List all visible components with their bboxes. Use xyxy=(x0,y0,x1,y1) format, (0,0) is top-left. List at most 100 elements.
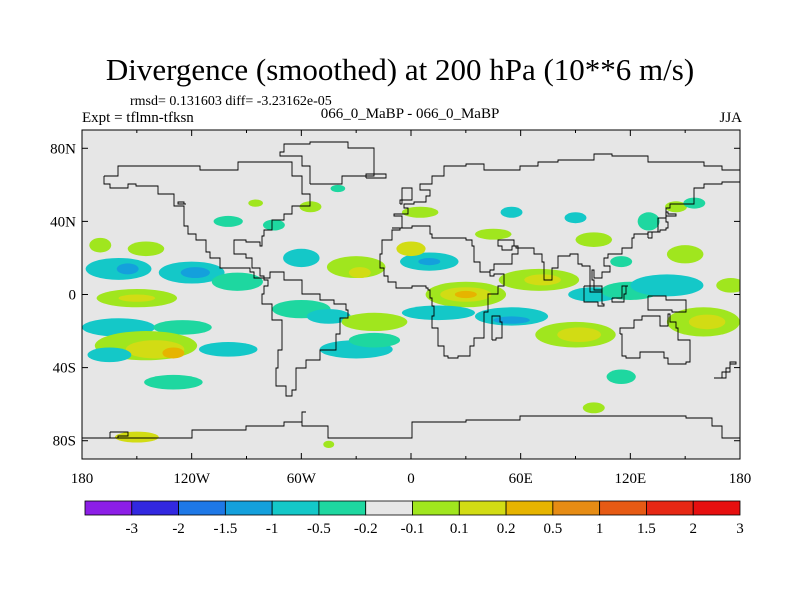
colorbar-label-10: 1 xyxy=(596,521,604,537)
coastline-6 xyxy=(714,361,737,379)
center-string: 066_0_MaBP - 066_0_MaBP xyxy=(320,106,500,122)
field-anomaly-6 xyxy=(127,241,165,257)
field-anomaly-21 xyxy=(283,248,320,268)
y-tick-label-1: 40N xyxy=(50,214,76,230)
field-anomaly-20 xyxy=(299,201,322,213)
field-anomaly-62 xyxy=(323,440,335,449)
field-anomaly-19 xyxy=(262,219,285,231)
field-anomaly-30 xyxy=(418,257,441,266)
colorbar-label-1: -2 xyxy=(172,521,185,537)
colorbar-swatch-12 xyxy=(646,500,694,516)
field-anomaly-2 xyxy=(116,263,139,275)
field-anomaly-41 xyxy=(557,327,602,343)
colorbar-swatch-1 xyxy=(131,500,179,516)
coastline-7 xyxy=(583,285,605,307)
coastline-10 xyxy=(647,211,677,239)
coastline-9 xyxy=(647,295,687,313)
field-anomaly-5 xyxy=(211,272,263,291)
field-anomaly-57 xyxy=(474,228,512,240)
colorbar-swatch-10 xyxy=(552,500,601,516)
field-anomaly-4 xyxy=(180,267,210,279)
colorbar-swatch-4 xyxy=(271,500,320,516)
coastline-15 xyxy=(109,431,129,439)
right-string: JJA xyxy=(719,110,742,126)
x-tick-label-3: 0 xyxy=(407,471,415,487)
field-anomaly-26 xyxy=(341,312,408,332)
colorbar-swatch-7 xyxy=(412,500,460,516)
field-anomaly-13 xyxy=(162,347,185,359)
coastline-8 xyxy=(611,285,628,303)
colorbar-label-0: -3 xyxy=(126,521,139,537)
field-anomaly-50 xyxy=(637,212,660,231)
x-tick-label-6: 180 xyxy=(729,471,752,487)
field-anomaly-47 xyxy=(666,245,704,264)
colorbar-label-7: 0.1 xyxy=(450,521,469,537)
y-tick-label-3: 40S xyxy=(53,361,76,377)
left-string: Expt = tflmn-tfksn xyxy=(82,110,194,126)
field-anomaly-37 xyxy=(493,316,530,324)
field-anomaly-46 xyxy=(688,314,726,330)
colorbar-label-12: 2 xyxy=(689,521,697,537)
field-anomaly-59 xyxy=(401,206,439,218)
field-anomaly-17 xyxy=(114,431,159,443)
field-anomaly-31 xyxy=(396,241,426,257)
field-anomaly-10 xyxy=(153,320,212,335)
colorbar-label-11: 1.5 xyxy=(637,521,656,537)
coastline-4 xyxy=(491,315,503,341)
colorbar-swatch-11 xyxy=(599,500,647,516)
field-anomaly-23 xyxy=(348,267,371,279)
field-anomaly-28 xyxy=(348,332,401,348)
x-tick-label-4: 60E xyxy=(509,471,533,487)
field-anomaly-49 xyxy=(575,232,613,247)
colorbar-swatch-8 xyxy=(458,500,507,516)
field-anomaly-15 xyxy=(198,342,258,357)
coastline-1 xyxy=(279,141,375,185)
x-tick-label-1: 120W xyxy=(173,471,211,487)
field-anomaly-16 xyxy=(144,374,203,390)
colorbar-label-5: -0.2 xyxy=(354,521,378,537)
colorbar-swatch-0 xyxy=(84,500,133,516)
field-anomaly-18 xyxy=(213,215,243,227)
x-tick-label-0: 180 xyxy=(71,471,94,487)
stats-text: rmsd= 0.131603 diff= -3.23162e-05 xyxy=(130,94,332,109)
coastline-0 xyxy=(103,161,349,397)
field-anomaly-48 xyxy=(716,278,740,293)
y-tick-label-4: 80S xyxy=(53,434,76,450)
field-anomaly-0 xyxy=(89,237,112,253)
coastline-3 xyxy=(379,181,740,359)
colorbar-swatch-6 xyxy=(365,500,413,516)
colorbar-swatch-9 xyxy=(505,500,554,516)
colorbar-label-13: 3 xyxy=(736,521,744,537)
field-anomaly-44 xyxy=(630,274,704,297)
colorbar-swatch-3 xyxy=(224,500,273,516)
coastline-11 xyxy=(399,187,413,205)
field-anomaly-34 xyxy=(454,290,477,299)
colorbar-swatch-5 xyxy=(318,500,367,516)
colorbar-label-4: -0.5 xyxy=(307,521,331,537)
colorbar-label-6: -0.1 xyxy=(401,521,425,537)
field-anomaly-58 xyxy=(500,206,523,218)
field-anomaly-53 xyxy=(564,212,587,224)
field-anomaly-8 xyxy=(118,294,156,302)
coastline-12 xyxy=(82,411,740,439)
field-anomaly-35 xyxy=(401,305,475,321)
field-anomaly-39 xyxy=(524,274,561,286)
y-tick-label-2: 0 xyxy=(69,288,77,304)
colorbar-label-9: 0.5 xyxy=(543,521,562,537)
colorbar-swatch-2 xyxy=(178,500,226,516)
y-tick-label-0: 80N xyxy=(50,141,76,157)
coastline-14 xyxy=(177,201,186,205)
coastline-13 xyxy=(365,173,387,179)
chart-title: Divergence (smoothed) at 200 hPa (10**6 … xyxy=(105,52,695,87)
colorbar-label-8: 0.2 xyxy=(497,521,516,537)
x-tick-label-2: 60W xyxy=(287,471,317,487)
coastline-2 xyxy=(392,153,740,229)
colorbar-swatch-13 xyxy=(692,500,741,516)
field-anomaly-56 xyxy=(582,402,605,414)
field-anomaly-60 xyxy=(330,184,346,193)
field-anomaly-55 xyxy=(606,369,636,385)
coastline-5 xyxy=(619,313,691,365)
field-anomaly-54 xyxy=(610,256,633,268)
field-anomaly-14 xyxy=(87,347,132,363)
